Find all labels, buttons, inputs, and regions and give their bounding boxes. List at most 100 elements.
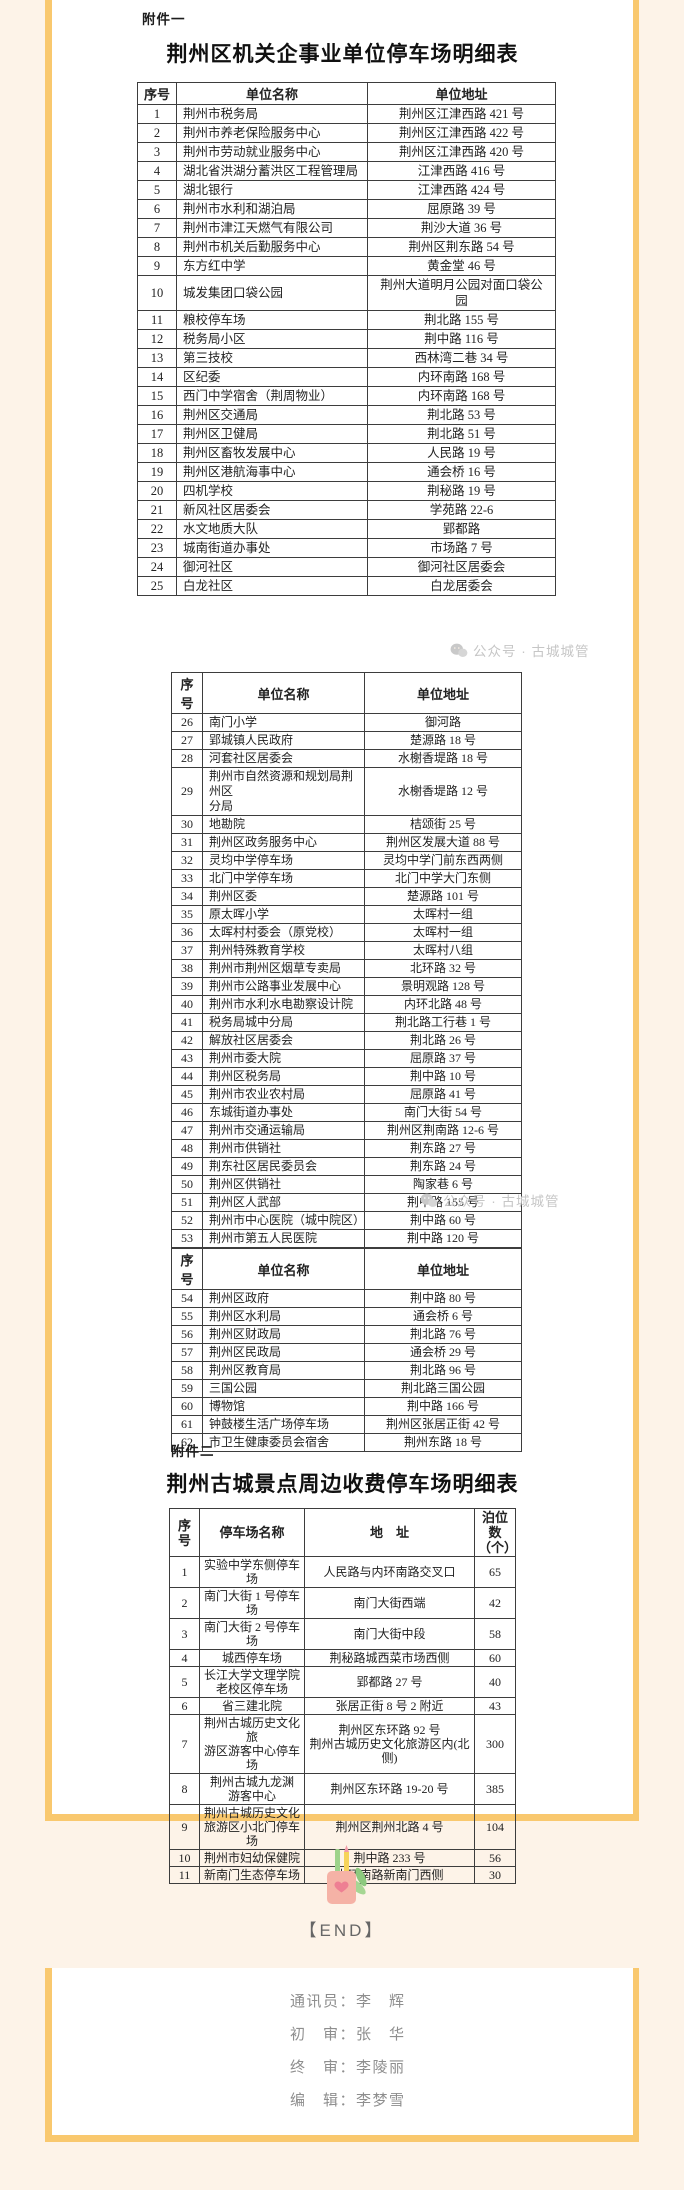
cell-unit-address: 灵均中学门前东西两侧 <box>364 851 522 870</box>
col-header-addr: 单位地址 <box>367 82 556 105</box>
cell-address: 郢都路 27 号 <box>304 1666 475 1698</box>
cell-parking-name: 城西停车场 <box>199 1649 305 1667</box>
cell-no: 47 <box>171 1121 203 1140</box>
cell-unit-address: 荆中路 120 号 <box>364 1229 522 1248</box>
cell-unit-name: 原太晖小学 <box>202 905 365 924</box>
end-label: 【END】 <box>299 1921 385 1940</box>
table-row: 25 白龙社区 白龙居委会 <box>137 576 556 596</box>
table-row: 21 新风社区居委会 学苑路 22-6 <box>137 500 556 520</box>
cell-unit-address: 荆州区江津西路 420 号 <box>367 142 556 162</box>
credit-line: 终 审：李陵丽 <box>290 2059 406 2076</box>
cell-unit-address: 荆州区江津西路 422 号 <box>367 123 556 143</box>
cell-unit-address: 荆州区张居正街 42 号 <box>364 1415 522 1434</box>
table-row: 2 南门大街 1 号停车场 南门大街西端 42 <box>169 1587 516 1619</box>
cell-no: 4 <box>137 161 177 181</box>
attachment1-table-3: 序号 单位名称 单位地址 54 荆州区政府 荆中路 80 号 55 荆州区水利局… <box>171 1248 522 1452</box>
table-row: 9 荆州古城历史文化 旅游区小北门停车场 荆州区荆州北路 4 号 104 <box>169 1804 516 1850</box>
cell-address: 荆秘路城西菜市场西侧 <box>304 1649 475 1667</box>
table-header-row: 序号 单位名称 单位地址 <box>171 672 522 714</box>
cell-no: 8 <box>137 237 177 257</box>
cell-unit-name: 城南街道办事处 <box>176 538 368 558</box>
cell-no: 53 <box>171 1229 203 1248</box>
table-row: 29 荆州市自然资源和规划局荆州区 分局 水榭香堤路 12 号 <box>171 767 522 816</box>
cell-parking-name: 实验中学东侧停车场 <box>199 1556 305 1588</box>
table-row: 38 荆州市荆州区烟草专卖局 北环路 32 号 <box>171 959 522 978</box>
cell-address: 荆州区东环路 92 号 荆州古城历史文化旅游区内(北侧) <box>304 1714 475 1774</box>
cell-unit-name: 荆州区民政局 <box>202 1343 365 1362</box>
table-row: 13 第三技校 西林湾二巷 34 号 <box>137 348 556 368</box>
cell-address: 张居正街 8 号 2 附近 <box>304 1697 475 1715</box>
cell-unit-address: 楚源路 101 号 <box>364 887 522 906</box>
cell-no: 21 <box>137 500 177 520</box>
table-row: 23 城南街道办事处 市场路 7 号 <box>137 538 556 558</box>
cell-unit-name: 荆州区水利局 <box>202 1307 365 1326</box>
cell-unit-address: 荆北路 76 号 <box>364 1325 522 1344</box>
cell-no: 28 <box>171 749 203 768</box>
cell-spots: 65 <box>474 1556 516 1588</box>
table-row: 45 荆州市农业农村局 屈原路 41 号 <box>171 1085 522 1104</box>
table-row: 17 荆州区卫健局 荆北路 51 号 <box>137 424 556 444</box>
cell-unit-address: 荆州大道明月公园对面口袋公 园 <box>367 275 556 311</box>
cell-no: 39 <box>171 977 203 996</box>
col-header-address: 地 址 <box>304 1508 475 1557</box>
table-row: 37 荆州特殊教育学校 太晖村八组 <box>171 941 522 960</box>
cell-unit-name: 荆州市委大院 <box>202 1049 365 1068</box>
cell-unit-address: 楚源路 18 号 <box>364 731 522 750</box>
cell-no: 7 <box>169 1714 200 1774</box>
cell-no: 12 <box>137 329 177 349</box>
col-header-parking-name: 停车场名称 <box>199 1508 305 1557</box>
table-row: 30 地勘院 桔颂街 25 号 <box>171 815 522 834</box>
attachment2-table: 序号 停车场名称 地 址 泊位数 （个） 1 实验中学东侧停车场 人民路与内环南… <box>169 1508 517 1884</box>
cell-unit-address: 荆北路 155 号 <box>367 310 556 330</box>
cell-spots: 60 <box>474 1649 516 1667</box>
cell-no: 11 <box>169 1866 200 1884</box>
cell-parking-name: 荆州市妇幼保健院 <box>199 1849 305 1867</box>
cell-unit-name: 三国公园 <box>202 1379 365 1398</box>
cell-no: 37 <box>171 941 203 960</box>
cell-no: 40 <box>171 995 203 1014</box>
cell-no: 5 <box>137 180 177 200</box>
table-row: 15 西门中学宿舍（荆周物业） 内环南路 168 号 <box>137 386 556 406</box>
table-row: 33 北门中学停车场 北门中学大门东侧 <box>171 869 522 888</box>
cell-unit-address: 荆北路工行巷 1 号 <box>364 1013 522 1032</box>
table-row: 9 东方红中学 黄金堂 46 号 <box>137 256 556 276</box>
cell-unit-address: 水榭香堤路 18 号 <box>364 749 522 768</box>
cell-no: 10 <box>137 275 177 311</box>
cell-unit-name: 荆州区政务服务中心 <box>202 833 365 852</box>
cell-no: 3 <box>137 142 177 162</box>
cell-unit-address: 南门大街 54 号 <box>364 1103 522 1122</box>
cell-unit-name: 地勘院 <box>202 815 365 834</box>
cell-unit-name: 荆州市第五人民医院 <box>202 1229 365 1248</box>
table-row: 53 荆州市第五人民医院 荆中路 120 号 <box>171 1229 522 1248</box>
cell-parking-name: 南门大街 2 号停车场 <box>199 1618 305 1650</box>
cell-no: 17 <box>137 424 177 444</box>
cell-unit-address: 御河社区居委会 <box>367 557 556 577</box>
cell-no: 20 <box>137 481 177 501</box>
attachment1-table-2: 序号 单位名称 单位地址 26 南门小学 御河路 27 郢城镇人民政府 楚源路 … <box>171 672 522 1248</box>
cell-unit-address: 屈原路 41 号 <box>364 1085 522 1104</box>
credit-line: 通讯员：李 辉 <box>290 1993 406 2010</box>
cell-no: 42 <box>171 1031 203 1050</box>
cell-unit-address: 御河路 <box>364 713 522 732</box>
cell-unit-address: 人民路 19 号 <box>367 443 556 463</box>
cell-no: 60 <box>171 1397 203 1416</box>
cell-unit-name: 税务局城中分局 <box>202 1013 365 1032</box>
cell-no: 5 <box>169 1666 200 1698</box>
cell-unit-address: 太晖村八组 <box>364 941 522 960</box>
cell-unit-address: 荆州东路 18 号 <box>364 1433 522 1452</box>
table-row: 34 荆州区委 楚源路 101 号 <box>171 887 522 906</box>
table-row: 43 荆州市委大院 屈原路 37 号 <box>171 1049 522 1068</box>
cell-unit-name: 税务局小区 <box>176 329 368 349</box>
cell-spots: 43 <box>474 1697 516 1715</box>
table-row: 26 南门小学 御河路 <box>171 713 522 732</box>
cell-unit-name: 郢城镇人民政府 <box>202 731 365 750</box>
table-row: 1 荆州市税务局 荆州区江津西路 421 号 <box>137 104 556 124</box>
cell-no: 43 <box>171 1049 203 1068</box>
table-row: 4 城西停车场 荆秘路城西菜市场西侧 60 <box>169 1649 516 1667</box>
col-header-no: 序号 <box>169 1508 200 1557</box>
table-row: 62 市卫生健康委员会宿舍 荆州东路 18 号 <box>171 1433 522 1452</box>
cell-unit-address: 北门中学大门东侧 <box>364 869 522 888</box>
cell-unit-address: 荆州区荆东路 54 号 <box>367 237 556 257</box>
col-header-addr: 单位地址 <box>364 1248 522 1290</box>
table-row: 32 灵均中学停车场 灵均中学门前东西两侧 <box>171 851 522 870</box>
